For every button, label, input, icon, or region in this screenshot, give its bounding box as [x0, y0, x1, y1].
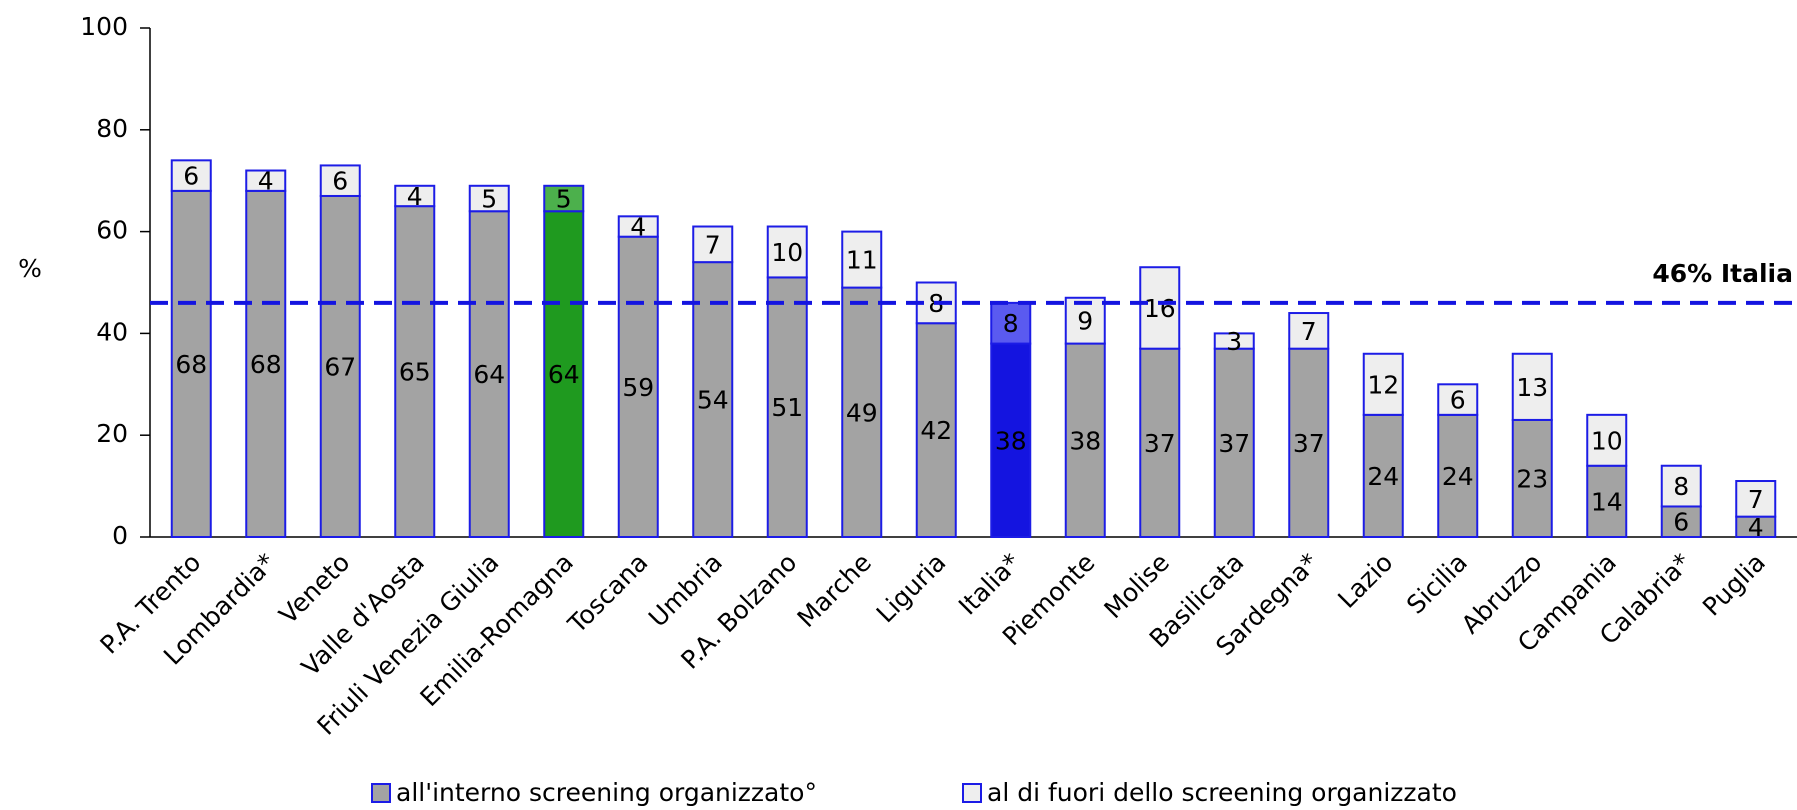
value-label: 37 — [1293, 429, 1325, 458]
value-label: 6 — [183, 162, 199, 191]
value-label: 10 — [1591, 426, 1623, 455]
bar-segment — [468, 210, 510, 539]
value-label: 42 — [920, 416, 952, 445]
value-label: 37 — [1218, 429, 1250, 458]
bar-segment — [1586, 413, 1628, 467]
y-tick-label: 40 — [96, 317, 128, 346]
value-label: 6 — [332, 167, 348, 196]
value-label: 37 — [1144, 429, 1176, 458]
bar-segment — [841, 286, 883, 538]
value-label: 8 — [1673, 472, 1689, 501]
bar-segment — [394, 205, 436, 538]
x-tick-label: Liguria — [871, 548, 952, 629]
value-label: 8 — [1003, 309, 1019, 338]
bar-segment — [543, 184, 585, 213]
x-tick-label: Lazio — [1332, 548, 1398, 614]
value-label: 6 — [1673, 508, 1689, 537]
legend-label: al di fuori dello screening organizzato — [987, 778, 1457, 807]
bar-segment — [766, 225, 808, 279]
bar-segment — [1064, 296, 1106, 345]
value-label: 12 — [1367, 370, 1399, 399]
legend-label: all'interno screening organizzato° — [396, 778, 817, 807]
bar-segment — [1660, 464, 1702, 508]
value-label: 67 — [324, 352, 356, 381]
legend-swatch — [371, 783, 391, 803]
value-label: 24 — [1367, 462, 1399, 491]
reference-label: 46% Italia — [1652, 259, 1793, 288]
y-tick-label: 80 — [96, 114, 128, 143]
bar-segment — [319, 164, 361, 197]
value-label: 16 — [1144, 294, 1176, 323]
bar-segment — [617, 215, 659, 238]
value-label: 59 — [622, 373, 654, 402]
bar-segment — [1437, 383, 1479, 416]
bar-segment — [1362, 352, 1404, 416]
bar-segment — [1511, 418, 1553, 538]
value-label: 13 — [1516, 373, 1548, 402]
value-label: 49 — [846, 398, 878, 427]
value-label: 11 — [846, 246, 878, 275]
value-label: 7 — [705, 230, 721, 259]
value-label: 68 — [250, 350, 282, 379]
y-tick-label: 20 — [96, 419, 128, 448]
bar-segment — [1586, 464, 1628, 538]
value-label: 68 — [175, 350, 207, 379]
value-label: 38 — [995, 426, 1027, 455]
value-label: 9 — [1077, 307, 1093, 336]
bar-segment — [1437, 413, 1479, 538]
bar-segment — [1139, 266, 1181, 350]
bar-segment — [692, 261, 734, 538]
value-label: 54 — [697, 386, 729, 415]
bar-segment — [990, 342, 1032, 538]
bar-segment — [468, 184, 510, 213]
bar-segment — [1213, 332, 1255, 350]
bar-segment — [170, 159, 212, 192]
bar-segment — [170, 189, 212, 538]
bar-segment — [692, 225, 734, 264]
value-label: 38 — [1069, 426, 1101, 455]
bar-segment — [1139, 347, 1181, 539]
x-tick-label: Italia* — [953, 548, 1026, 621]
y-tick-label: 60 — [96, 216, 128, 245]
bar-segment — [394, 184, 436, 208]
y-axis-label: % — [18, 254, 42, 283]
bar-segment — [245, 169, 287, 192]
value-label: 64 — [473, 360, 505, 389]
value-label: 4 — [1748, 513, 1764, 542]
x-tick-label: Marche — [792, 548, 877, 633]
value-label: 5 — [481, 185, 497, 214]
value-label: 6 — [1450, 386, 1466, 415]
value-label: 4 — [630, 213, 646, 242]
value-label: 4 — [258, 167, 274, 196]
bar-segment — [990, 301, 1032, 345]
bar-segment — [245, 189, 287, 538]
y-tick-label: 0 — [112, 521, 128, 550]
value-label: 3 — [1226, 327, 1242, 356]
y-tick-label: 100 — [80, 12, 128, 41]
x-tick-label: Puglia — [1697, 548, 1771, 622]
value-label: 65 — [399, 358, 431, 387]
value-label: 24 — [1442, 462, 1474, 491]
x-tick-label: Toscana — [562, 548, 654, 640]
value-label: 5 — [556, 185, 572, 214]
bar-segment — [1511, 352, 1553, 421]
value-label: 64 — [548, 360, 580, 389]
value-label: 23 — [1516, 464, 1548, 493]
value-label: 7 — [1748, 485, 1764, 514]
bar-segment — [1362, 413, 1404, 538]
value-label: 7 — [1301, 317, 1317, 346]
x-tick-label: Sicilia — [1401, 548, 1473, 620]
bar-segment — [841, 230, 883, 289]
value-label: 14 — [1591, 487, 1623, 516]
bar-segment — [1288, 347, 1330, 539]
value-label: 4 — [407, 182, 423, 211]
bar-segment — [1288, 312, 1330, 350]
value-label: 51 — [771, 393, 803, 422]
bar-segment — [1735, 480, 1777, 518]
value-label: 10 — [771, 238, 803, 267]
bar-segment — [543, 210, 585, 539]
bar-segment — [319, 194, 361, 538]
legend-swatch — [962, 783, 982, 803]
